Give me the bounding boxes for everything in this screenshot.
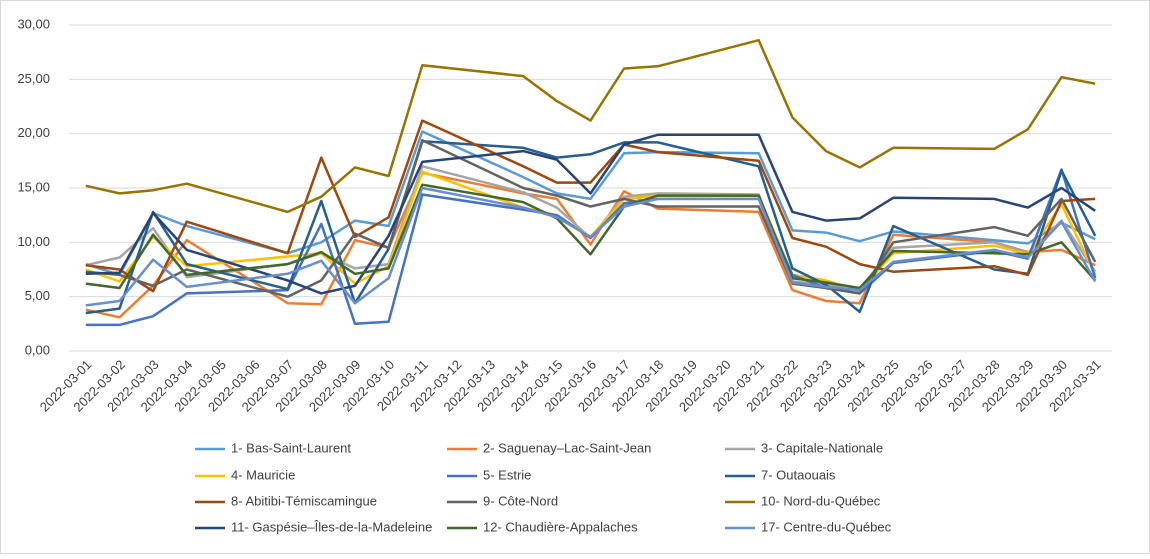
y-tick-label: 30,00 <box>17 16 50 31</box>
y-tick-label: 5,00 <box>25 288 50 303</box>
legend-label: 1- Bas-Saint-Laurent <box>231 440 351 455</box>
legend-label: 8- Abitibi-Témiscamingue <box>231 493 377 508</box>
series-line <box>85 38 1096 214</box>
legend-label: 12- Chaudière-Appalaches <box>483 519 638 534</box>
series-line <box>85 140 1097 315</box>
y-tick-label: 10,00 <box>17 234 50 249</box>
series-line <box>85 186 1097 307</box>
legend-label: 9- Côte-Nord <box>483 493 558 508</box>
legend-label: 11- Gaspésie–Îles-de-la-Madeleine <box>231 519 432 534</box>
legend-label: 2- Saguenay–Lac-Saint-Jean <box>483 440 651 455</box>
y-tick-label: 25,00 <box>17 71 50 86</box>
legend-label: 4- Mauricie <box>231 467 295 482</box>
y-tick-label: 15,00 <box>17 179 50 194</box>
legend-label: 17- Centre-du-Québec <box>761 519 892 534</box>
legend-label: 7- Outaouais <box>761 467 836 482</box>
series-line <box>85 183 1097 290</box>
series-line <box>85 138 1097 298</box>
series-line <box>85 119 1096 293</box>
y-tick-label: 0,00 <box>25 342 50 357</box>
legend-label: 10- Nord-du-Québec <box>761 493 881 508</box>
series-line <box>85 130 1096 277</box>
y-tick-label: 20,00 <box>17 125 50 140</box>
legend-label: 5- Estrie <box>483 467 531 482</box>
series-line <box>85 133 1096 295</box>
legend-label: 3- Capitale-Nationale <box>761 440 883 455</box>
